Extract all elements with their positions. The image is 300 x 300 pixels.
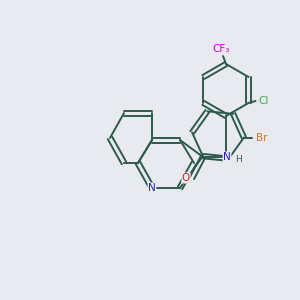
Text: N: N <box>223 152 231 162</box>
Text: Br: Br <box>256 133 267 142</box>
Text: H: H <box>236 155 242 164</box>
Text: O: O <box>182 173 190 183</box>
Text: CF₃: CF₃ <box>212 44 230 54</box>
Text: Cl: Cl <box>259 96 269 106</box>
Text: N: N <box>148 183 156 193</box>
